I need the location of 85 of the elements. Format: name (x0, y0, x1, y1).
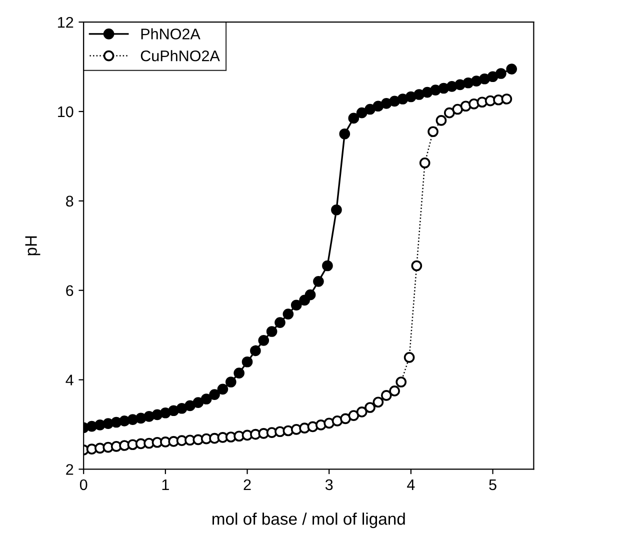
point (454, 79, 466, 90)
point (324, 418, 335, 429)
point (192, 397, 204, 408)
point (168, 405, 180, 416)
point (476, 96, 488, 108)
legend-label: PhNO2A (141, 28, 200, 40)
point (225, 376, 236, 388)
point (339, 128, 350, 140)
point (304, 289, 316, 300)
x-tick-label: 5 (489, 479, 496, 490)
y-tick-label: 12 (58, 16, 74, 28)
point (217, 384, 228, 395)
point (331, 204, 342, 216)
point (250, 345, 261, 356)
point (274, 426, 286, 438)
x-tick-label: 1 (162, 479, 169, 490)
point (356, 107, 368, 118)
point (274, 317, 286, 328)
point (234, 368, 244, 378)
point (438, 82, 450, 94)
point (144, 411, 154, 422)
point (348, 112, 360, 124)
point (396, 376, 407, 388)
point (322, 260, 333, 272)
point (501, 94, 512, 104)
point (468, 98, 480, 110)
point (487, 71, 498, 82)
point (428, 126, 438, 138)
point (184, 400, 196, 412)
point (307, 421, 318, 432)
point (422, 86, 433, 98)
point (397, 94, 408, 104)
y-tick-label: 10 (58, 106, 74, 118)
point (419, 158, 430, 168)
point (94, 420, 106, 430)
point (446, 81, 458, 92)
point (258, 335, 270, 346)
point (119, 440, 130, 451)
point (209, 389, 220, 400)
y-tick-label: 8 (66, 196, 74, 207)
x-tick-label: 4 (407, 479, 415, 490)
point (290, 300, 302, 311)
point (406, 91, 416, 102)
point (372, 396, 384, 408)
point (348, 410, 360, 421)
point (444, 107, 455, 118)
point (506, 64, 518, 74)
point (389, 96, 400, 107)
point (414, 89, 425, 100)
y-axis-title: pH (25, 236, 40, 256)
point (380, 98, 392, 109)
point (380, 390, 392, 401)
point (436, 115, 447, 126)
point (160, 407, 171, 418)
point (404, 352, 415, 363)
point (242, 356, 253, 368)
x-tick-label: 3 (325, 479, 333, 490)
point (356, 406, 368, 418)
point (332, 415, 343, 426)
point (200, 394, 212, 404)
point (340, 413, 351, 424)
point (389, 386, 400, 396)
point (315, 420, 326, 430)
point (372, 100, 384, 112)
y-tick-label: 6 (66, 285, 74, 296)
x-tick-label: 2 (244, 479, 251, 490)
point (299, 422, 310, 434)
point (430, 84, 441, 96)
x-axis-title: mol of base / mol of ligand (212, 512, 405, 528)
x-tick-label: 0 (80, 479, 88, 490)
point (364, 402, 376, 413)
point (479, 73, 490, 84)
point (452, 104, 463, 115)
point (266, 326, 278, 337)
y-tick-label: 2 (66, 464, 74, 475)
point (364, 104, 376, 115)
legend-label: CuPhNO2A (140, 50, 220, 62)
point (411, 260, 422, 272)
point (176, 402, 188, 414)
point (282, 308, 294, 320)
point (470, 76, 482, 87)
y-tick-label: 4 (66, 374, 74, 386)
point (496, 68, 506, 79)
point (313, 276, 324, 287)
point (102, 418, 114, 430)
